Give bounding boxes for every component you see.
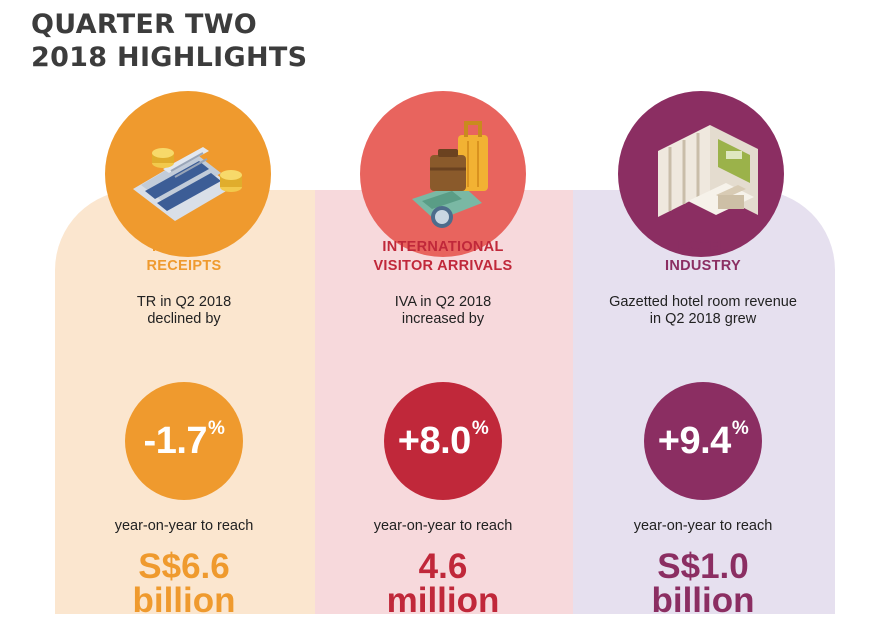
- heading-line-2: VISITOR ARRIVALS: [373, 258, 513, 274]
- visitor-arrivals-total: 4.6 million: [323, 547, 563, 620]
- heading-line-1: INTERNATIONAL: [382, 239, 504, 255]
- percent-sign: %: [471, 418, 489, 439]
- hotel-industry-total: S$1.0 billion: [583, 547, 823, 620]
- total-amount: S$6.6: [138, 547, 230, 586]
- hotel-industry-heading: HOTEL INDUSTRY: [583, 238, 823, 278]
- heading-line-1: TOURISM: [149, 239, 219, 255]
- heading-line-2: RECEIPTS: [146, 258, 222, 274]
- total-amount: 4.6: [418, 547, 468, 586]
- hotel-industry-description: Gazetted hotel room revenue in Q2 2018 g…: [583, 294, 823, 344]
- visitor-arrivals-heading: INTERNATIONAL VISITOR ARRIVALS: [323, 238, 563, 278]
- tourism-receipts-column: TOURISM RECEIPTS TR in Q2 2018 declined …: [64, 238, 304, 618]
- visitor-arrivals-change-badge: +8.0%: [384, 382, 502, 500]
- tourism-receipts-heading: TOURISM RECEIPTS: [64, 238, 304, 278]
- reach-text: year-on-year to reach: [114, 518, 254, 534]
- percent-sign: %: [731, 418, 749, 439]
- visitor-arrivals-description: IVA in Q2 2018 increased by: [323, 294, 563, 344]
- tourism-receipts-change-badge: -1.7%: [125, 382, 243, 500]
- description-line-1: TR in Q2 2018: [136, 294, 232, 310]
- description-line-1: Gazetted hotel room revenue: [609, 294, 797, 310]
- page-title: QUARTER TWO 2018 HIGHLIGHTS: [31, 8, 307, 74]
- visitor-arrivals-column: INTERNATIONAL VISITOR ARRIVALS IVA in Q2…: [323, 238, 563, 618]
- tourism-receipts-description: TR in Q2 2018 declined by: [64, 294, 304, 344]
- change-value: +9.4: [657, 419, 732, 462]
- luggage-and-map-icon: [360, 91, 526, 257]
- reach-text: year-on-year to reach: [373, 518, 513, 534]
- money-and-cards-icon: [105, 91, 271, 257]
- total-unit: million: [386, 581, 500, 620]
- change-value: +8.0: [397, 419, 472, 462]
- title-line-1: QUARTER TWO: [31, 9, 258, 40]
- description-line-2: increased by: [401, 311, 485, 327]
- reach-text: year-on-year to reach: [633, 518, 773, 534]
- total-unit: billion: [651, 581, 755, 620]
- hotel-lobby-icon: [618, 91, 784, 257]
- total-unit: billion: [132, 581, 236, 620]
- tourism-receipts-total: S$6.6 billion: [64, 547, 304, 620]
- description-line-2: declined by: [147, 311, 221, 327]
- title-line-2: 2018 HIGHLIGHTS: [31, 42, 308, 73]
- hotel-industry-column: HOTEL INDUSTRY Gazetted hotel room reven…: [583, 238, 823, 618]
- description-line-1: IVA in Q2 2018: [394, 294, 492, 310]
- heading-line-2: INDUSTRY: [665, 258, 741, 274]
- hotel-industry-change-badge: +9.4%: [644, 382, 762, 500]
- description-line-2: in Q2 2018 grew: [649, 311, 757, 327]
- percent-sign: %: [208, 418, 225, 439]
- heading-line-1: HOTEL: [677, 239, 729, 255]
- change-value: -1.7: [143, 419, 208, 462]
- total-amount: S$1.0: [657, 547, 749, 586]
